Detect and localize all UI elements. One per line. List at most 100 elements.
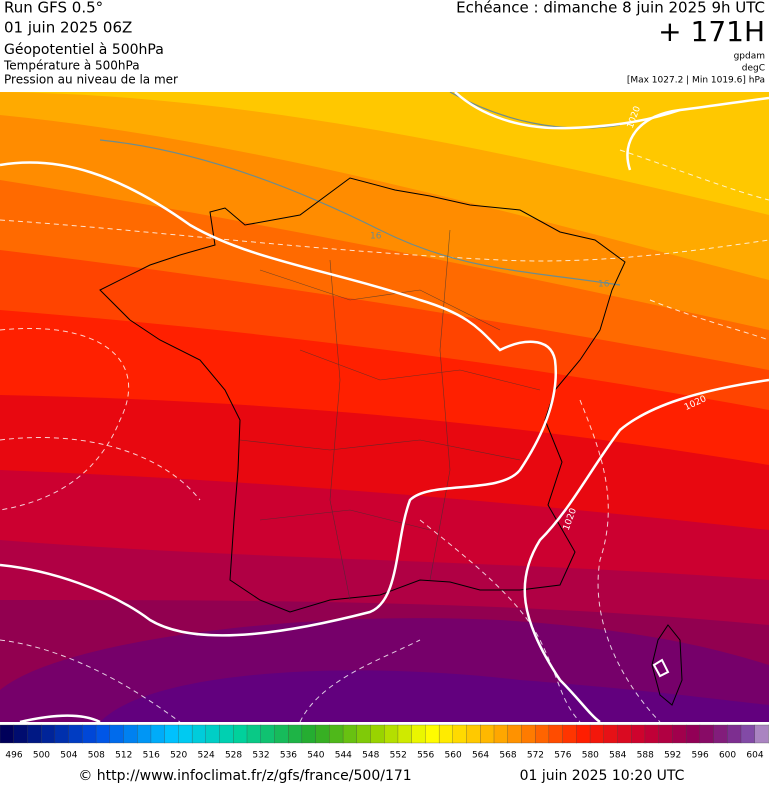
colorbar-label: 540 bbox=[307, 751, 324, 761]
colorbar: 496 500 504 508 512 516 520 524 528 532 536 540 544 5… bbox=[0, 724, 769, 761]
colorbar-swatch bbox=[493, 724, 509, 744]
colorbar-swatch bbox=[384, 724, 399, 744]
run-title: Run GFS 0.5° bbox=[4, 0, 103, 17]
colorbar-label: 528 bbox=[225, 751, 242, 761]
colorbar-swatch bbox=[740, 724, 756, 744]
colorbar-swatch bbox=[95, 724, 111, 744]
contour-label: 16 bbox=[370, 232, 382, 242]
colorbar-swatch bbox=[329, 724, 344, 744]
colorbar-label: 604 bbox=[746, 751, 763, 761]
coastline bbox=[99, 177, 626, 613]
colorbar-swatch bbox=[535, 724, 550, 744]
colorbar-swatch bbox=[603, 724, 618, 744]
colorbar-swatch bbox=[452, 724, 468, 744]
colorbar-swatch bbox=[260, 724, 275, 744]
unit-label: gpdam bbox=[734, 52, 765, 62]
colorbar-swatch bbox=[438, 724, 454, 744]
colorbar-swatch bbox=[576, 724, 591, 744]
colorbar-label: 500 bbox=[33, 751, 50, 761]
colorbar-swatch bbox=[507, 724, 522, 744]
colorbar-swatch bbox=[672, 724, 687, 744]
colorbar-label: 520 bbox=[170, 751, 187, 761]
colorbar-swatch bbox=[246, 724, 262, 744]
colorbar-label: 564 bbox=[472, 751, 489, 761]
field-label: Géopotentiel à 500hPa bbox=[4, 42, 164, 58]
field-label: Pression au niveau de la mer bbox=[4, 73, 178, 87]
colorbar-swatch bbox=[356, 724, 371, 744]
colorbar-label: 592 bbox=[664, 751, 681, 761]
colorbar-swatch bbox=[631, 724, 646, 744]
colorbar-label: 544 bbox=[335, 751, 352, 761]
colorbar-swatch bbox=[13, 724, 28, 744]
colorbar-label: 596 bbox=[692, 751, 709, 761]
contour-label: 16 bbox=[598, 280, 610, 290]
lead-time: + 171H bbox=[658, 15, 765, 48]
colorbar-label: 512 bbox=[115, 751, 132, 761]
colorbar-swatch bbox=[123, 724, 138, 744]
timestamp: 01 juin 2025 10:20 UTC bbox=[520, 768, 685, 784]
colorbar-swatch bbox=[562, 724, 577, 744]
colorbar-swatch bbox=[411, 724, 426, 744]
colorbar-swatch bbox=[521, 724, 536, 744]
colorbar-swatch bbox=[205, 724, 221, 744]
colorbar-swatch bbox=[754, 724, 769, 744]
colorbar-swatch bbox=[548, 724, 564, 744]
colorbar-swatch bbox=[233, 724, 248, 744]
colorbar-label: 524 bbox=[198, 751, 215, 761]
unit-label: degC bbox=[742, 64, 765, 74]
colorbar-label: 556 bbox=[417, 751, 434, 761]
colorbar-swatch bbox=[315, 724, 330, 744]
colorbar-swatch bbox=[219, 724, 234, 744]
colorbar-label: 576 bbox=[554, 751, 571, 761]
colorbar-label: 552 bbox=[390, 751, 407, 761]
colorbar-swatch bbox=[699, 724, 715, 744]
colorbar-label: 504 bbox=[60, 751, 77, 761]
colorbar-swatch bbox=[54, 724, 70, 744]
band bbox=[100, 670, 769, 722]
colorbar-label: 532 bbox=[252, 751, 269, 761]
map: 1020 16 16 1020 1020 1020 bbox=[0, 92, 769, 722]
colorbar-swatch bbox=[178, 724, 193, 744]
colorbar-swatch bbox=[191, 724, 207, 744]
colorbar-label: 600 bbox=[719, 751, 736, 761]
colorbar-label: 536 bbox=[280, 751, 297, 761]
colorbar-swatch bbox=[425, 724, 440, 744]
unit-label: [Max 1027.2 | Min 1019.6] hPa bbox=[627, 76, 765, 86]
geopotential-contours bbox=[0, 92, 769, 722]
colorbar-label: 548 bbox=[362, 751, 379, 761]
colorbar-swatch bbox=[342, 724, 358, 744]
forecast-time: Echéance : dimanche 8 juin 2025 9h UTC bbox=[456, 0, 765, 17]
colorbar-swatch bbox=[713, 724, 728, 744]
colorbar-label: 572 bbox=[527, 751, 544, 761]
colorbar-label: 516 bbox=[143, 751, 160, 761]
colorbar-label: 588 bbox=[637, 751, 654, 761]
colorbar-swatch bbox=[397, 724, 413, 744]
colorbar-swatch bbox=[150, 724, 166, 744]
colorbar-swatch bbox=[0, 724, 15, 744]
colorbar-label: 584 bbox=[609, 751, 626, 761]
colorbar-swatch bbox=[370, 724, 385, 744]
colorbar-swatch bbox=[109, 724, 124, 744]
colorbar-label: 568 bbox=[499, 751, 516, 761]
colorbar-label: 560 bbox=[445, 751, 462, 761]
field-label: Température à 500hPa bbox=[3, 59, 140, 73]
colorbar-label: 580 bbox=[582, 751, 599, 761]
colorbar-swatch bbox=[617, 724, 632, 744]
region-borders bbox=[239, 229, 541, 601]
colorbar-swatch bbox=[164, 724, 179, 744]
colorbar-swatch bbox=[589, 724, 605, 744]
colorbar-swatch bbox=[685, 724, 701, 744]
colorbar-swatch bbox=[27, 724, 42, 744]
source-link: © http://www.infoclimat.fr/z/gfs/france/… bbox=[78, 768, 411, 784]
run-date: 01 juin 2025 06Z bbox=[4, 19, 132, 37]
colorbar-swatch bbox=[82, 724, 97, 744]
colorbar-swatch bbox=[301, 724, 317, 744]
colorbar-swatch bbox=[480, 724, 495, 744]
colorbar-swatch bbox=[68, 724, 83, 744]
colorbar-swatch bbox=[137, 724, 152, 744]
corsica bbox=[651, 624, 683, 706]
colorbar-swatch bbox=[288, 724, 303, 744]
colorbar-swatch bbox=[41, 724, 56, 744]
colorbar-swatch bbox=[274, 724, 289, 744]
